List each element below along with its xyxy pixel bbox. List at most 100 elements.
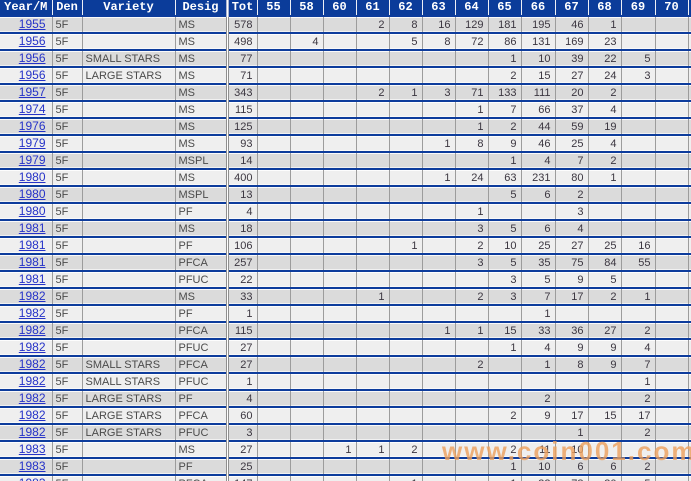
cell-63 [422, 441, 456, 459]
cell-year: 1980 [0, 186, 53, 204]
cell-58 [290, 322, 324, 340]
cell-67: 10 [555, 441, 589, 459]
year-link[interactable]: 1983 [18, 442, 46, 456]
cell-desig: MS [175, 16, 229, 34]
cell-den: 5F [52, 407, 83, 425]
column-header-year-m: Year/M [0, 0, 53, 17]
cell-62 [389, 135, 423, 153]
cell-tot: 3 [227, 424, 258, 442]
cell-year: 1983 [0, 441, 53, 459]
cell-year: 1957 [0, 84, 53, 102]
table-row: 1976 5F MS 125 1 2 44 59 19 [0, 118, 691, 136]
cell-62 [389, 50, 423, 68]
cell-tot: 115 [227, 101, 258, 119]
year-link[interactable]: 1979 [18, 136, 46, 150]
year-link[interactable]: 1980 [18, 187, 46, 201]
cell-61 [356, 458, 390, 476]
cell-55 [257, 322, 291, 340]
year-link[interactable]: 1982 [18, 306, 46, 320]
cell-65: 63 [488, 169, 522, 187]
year-link[interactable]: 1956 [18, 68, 46, 82]
year-link[interactable]: 1980 [18, 204, 46, 218]
cell-62: 1 [389, 475, 423, 481]
year-link[interactable]: 1983 [19, 476, 46, 481]
year-link[interactable]: 1982 [18, 340, 46, 354]
cell-65: 2 [488, 441, 522, 459]
cell-den: 5F [52, 441, 83, 459]
cell-70 [655, 322, 689, 340]
cell-63 [422, 118, 456, 136]
cell-desig: PFUC [175, 424, 229, 442]
cell-64 [455, 373, 489, 391]
cell-66: 9 [521, 407, 556, 425]
year-link[interactable]: 1976 [18, 119, 46, 133]
row-filler [688, 33, 691, 51]
table-row: 1956 5F LARGE STARS MS 71 2 15 27 24 3 [0, 67, 691, 85]
cell-63 [422, 458, 456, 476]
column-header-tot: Tot [227, 0, 258, 17]
cell-70 [655, 407, 689, 425]
cell-desig: PFCA [175, 475, 229, 481]
row-filler [688, 390, 691, 408]
cell-63: 8 [422, 33, 456, 51]
cell-67: 1 [555, 424, 589, 442]
year-link[interactable]: 1981 [18, 221, 46, 235]
cell-desig: MS [175, 441, 229, 459]
year-link[interactable]: 1982 [18, 374, 46, 388]
cell-year: 1974 [0, 101, 53, 119]
cell-66: 6 [521, 220, 556, 238]
cell-63 [422, 50, 456, 68]
year-link[interactable]: 1981 [18, 238, 46, 252]
table-row: 1979 5F MSPL 14 1 4 7 2 [0, 152, 691, 170]
year-link[interactable]: 1956 [18, 51, 46, 65]
year-link[interactable]: 1956 [18, 34, 46, 48]
cell-tot: 257 [227, 254, 258, 272]
cell-66: 111 [521, 84, 556, 102]
cell-variety: LARGE STARS [82, 407, 176, 425]
year-link[interactable]: 1982 [18, 323, 46, 337]
cell-55 [257, 101, 291, 119]
cell-62: 5 [389, 33, 423, 51]
cell-64 [455, 424, 489, 442]
cell-58 [290, 203, 324, 221]
year-link[interactable]: 1981 [18, 272, 46, 286]
row-filler [688, 475, 691, 481]
year-link[interactable]: 1982 [18, 425, 46, 439]
cell-60 [323, 118, 357, 136]
cell-63: 16 [422, 16, 456, 34]
year-link[interactable]: 1974 [18, 102, 46, 116]
year-link[interactable]: 1982 [18, 391, 46, 405]
year-link[interactable]: 1982 [18, 289, 46, 303]
cell-70 [655, 288, 689, 306]
cell-year: 1981 [0, 271, 53, 289]
year-link[interactable]: 1955 [18, 17, 46, 31]
cell-68: 27 [588, 322, 622, 340]
cell-58 [290, 16, 324, 34]
cell-65: 10 [488, 237, 522, 255]
cell-55 [257, 339, 291, 357]
cell-tot: 115 [227, 322, 258, 340]
year-link[interactable]: 1983 [18, 459, 46, 473]
cell-62 [389, 288, 423, 306]
cell-67 [555, 305, 589, 323]
year-link[interactable]: 1979 [18, 153, 46, 167]
cell-65: 5 [488, 186, 522, 204]
cell-66: 2 [521, 390, 556, 408]
cell-variety [82, 237, 176, 255]
cell-61 [356, 101, 390, 119]
cell-65 [488, 305, 522, 323]
row-filler [688, 50, 691, 68]
cell-year: 1982 [0, 407, 53, 425]
cell-variety: LARGE STARS [82, 424, 176, 442]
year-link[interactable]: 1980 [18, 170, 46, 184]
year-link[interactable]: 1982 [18, 408, 46, 422]
column-header-67: 67 [555, 0, 589, 17]
cell-60 [323, 475, 357, 481]
row-filler [688, 186, 691, 204]
year-link[interactable]: 1957 [18, 85, 46, 99]
cell-63 [422, 339, 456, 357]
cell-variety: SMALL STARS [82, 373, 176, 391]
year-link[interactable]: 1982 [18, 357, 46, 371]
year-link[interactable]: 1981 [18, 255, 46, 269]
cell-year: 1976 [0, 118, 53, 136]
